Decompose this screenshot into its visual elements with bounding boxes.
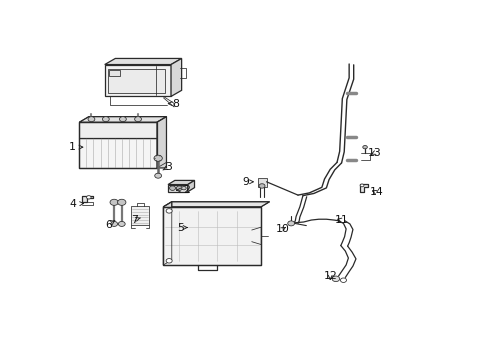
Polygon shape xyxy=(163,207,261,265)
Circle shape xyxy=(119,117,126,122)
Text: 10: 10 xyxy=(275,224,289,234)
Circle shape xyxy=(110,199,118,205)
Circle shape xyxy=(169,186,175,190)
Circle shape xyxy=(111,221,117,226)
Circle shape xyxy=(181,186,186,190)
Polygon shape xyxy=(359,184,367,192)
Circle shape xyxy=(134,117,141,122)
Text: 1: 1 xyxy=(69,142,82,152)
Circle shape xyxy=(154,155,162,161)
Polygon shape xyxy=(171,58,181,96)
Circle shape xyxy=(102,117,109,122)
Text: 11: 11 xyxy=(334,215,348,225)
Circle shape xyxy=(176,186,182,190)
Text: 4: 4 xyxy=(70,199,83,209)
Polygon shape xyxy=(168,185,187,192)
Polygon shape xyxy=(104,58,181,64)
Polygon shape xyxy=(157,117,166,168)
Circle shape xyxy=(117,199,126,205)
Polygon shape xyxy=(187,180,194,192)
Circle shape xyxy=(359,184,363,187)
Bar xyxy=(109,69,120,76)
Polygon shape xyxy=(82,196,92,202)
Bar xyxy=(131,206,149,225)
Text: 8: 8 xyxy=(168,99,179,109)
Circle shape xyxy=(340,278,346,283)
Circle shape xyxy=(88,117,95,122)
Polygon shape xyxy=(163,202,171,265)
Circle shape xyxy=(166,258,172,263)
Text: 14: 14 xyxy=(369,187,383,197)
Polygon shape xyxy=(79,138,157,168)
Circle shape xyxy=(118,221,125,226)
Polygon shape xyxy=(79,117,166,122)
Bar xyxy=(258,178,266,187)
Circle shape xyxy=(154,173,161,178)
Text: 7: 7 xyxy=(131,215,140,225)
Circle shape xyxy=(287,221,294,226)
Text: 9: 9 xyxy=(242,177,253,187)
Polygon shape xyxy=(168,180,194,185)
Text: 2: 2 xyxy=(176,185,189,195)
Text: 12: 12 xyxy=(323,271,336,281)
Text: 5: 5 xyxy=(177,222,187,233)
Bar xyxy=(107,69,164,93)
Circle shape xyxy=(86,195,91,199)
Polygon shape xyxy=(104,64,171,96)
Polygon shape xyxy=(79,122,157,138)
Circle shape xyxy=(331,276,339,282)
Circle shape xyxy=(166,209,172,213)
Circle shape xyxy=(362,145,366,149)
Circle shape xyxy=(259,184,264,188)
Text: 3: 3 xyxy=(163,162,172,172)
Polygon shape xyxy=(163,202,269,207)
Text: 13: 13 xyxy=(367,148,381,158)
Text: 6: 6 xyxy=(105,220,115,230)
